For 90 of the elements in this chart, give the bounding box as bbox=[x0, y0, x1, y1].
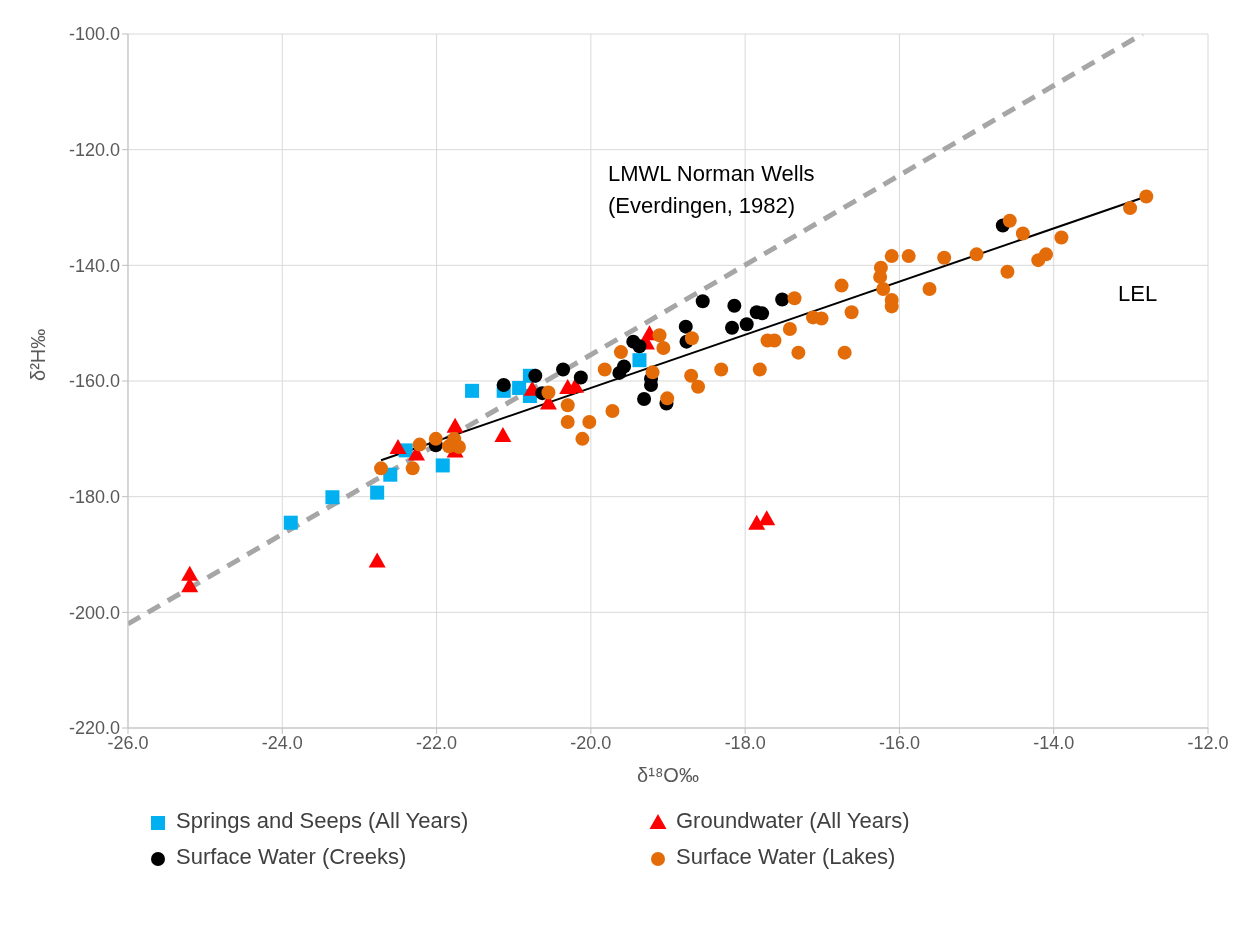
point bbox=[684, 368, 699, 383]
x-tick-label: -18.0 bbox=[724, 732, 766, 753]
x-axis-title: δ¹⁸O‰ bbox=[637, 764, 699, 786]
point bbox=[560, 415, 575, 430]
point bbox=[884, 249, 899, 264]
point bbox=[412, 437, 427, 452]
legend-label: Springs and Seeps (All Years) bbox=[175, 808, 470, 834]
point bbox=[791, 345, 806, 360]
x-tick-label: -12.0 bbox=[1187, 732, 1229, 753]
point bbox=[1123, 201, 1138, 216]
point bbox=[428, 431, 443, 446]
y-tick-label: -200.0 bbox=[68, 602, 120, 623]
point bbox=[556, 362, 571, 377]
y-tick-label: -120.0 bbox=[68, 140, 120, 161]
point bbox=[937, 250, 952, 265]
point bbox=[1054, 230, 1069, 245]
point bbox=[370, 485, 385, 500]
point bbox=[1000, 264, 1015, 279]
point bbox=[181, 565, 199, 581]
point bbox=[814, 311, 829, 326]
point bbox=[727, 298, 742, 313]
point bbox=[684, 331, 699, 346]
point bbox=[1015, 226, 1030, 241]
y-axis-title: δ²H‰ bbox=[27, 328, 50, 381]
point bbox=[725, 320, 740, 335]
point bbox=[695, 294, 710, 309]
point bbox=[752, 362, 767, 377]
point bbox=[494, 426, 512, 442]
y-tick-label: -140.0 bbox=[68, 255, 120, 276]
x-tick-label: -24.0 bbox=[261, 732, 303, 753]
point bbox=[739, 317, 754, 332]
point bbox=[660, 391, 675, 406]
legend-label: Groundwater (All Years) bbox=[675, 808, 911, 834]
point bbox=[597, 362, 612, 377]
point bbox=[645, 365, 660, 380]
point bbox=[656, 341, 671, 356]
point bbox=[632, 353, 647, 368]
point bbox=[844, 305, 859, 320]
x-tick-label: -20.0 bbox=[570, 732, 612, 753]
point bbox=[1039, 247, 1053, 262]
point bbox=[405, 461, 420, 476]
legend-label: Surface Water (Creeks) bbox=[175, 844, 408, 870]
point bbox=[837, 345, 852, 360]
point bbox=[613, 345, 628, 360]
point bbox=[374, 461, 389, 476]
point bbox=[560, 398, 575, 413]
point bbox=[873, 269, 888, 284]
x-tick-label: -22.0 bbox=[416, 732, 458, 753]
point bbox=[714, 362, 729, 377]
point bbox=[901, 249, 916, 264]
point bbox=[678, 319, 693, 334]
point bbox=[748, 514, 766, 530]
point bbox=[541, 385, 556, 400]
point bbox=[637, 391, 652, 406]
point bbox=[582, 415, 597, 430]
point bbox=[775, 292, 790, 307]
point bbox=[969, 247, 984, 262]
point bbox=[782, 321, 797, 336]
point bbox=[528, 368, 543, 383]
point bbox=[922, 282, 937, 297]
point bbox=[496, 378, 511, 393]
point bbox=[652, 328, 667, 343]
point bbox=[605, 404, 620, 419]
point bbox=[575, 431, 590, 446]
point bbox=[435, 458, 450, 473]
point bbox=[325, 490, 340, 505]
point bbox=[1002, 213, 1017, 228]
point bbox=[1139, 189, 1154, 204]
point bbox=[368, 552, 386, 568]
point bbox=[441, 439, 456, 454]
point bbox=[876, 282, 891, 297]
point bbox=[465, 383, 480, 398]
y-tick-label: -180.0 bbox=[68, 487, 120, 508]
point bbox=[758, 510, 776, 526]
x-tick-label: -14.0 bbox=[1033, 732, 1075, 753]
point bbox=[632, 339, 647, 354]
point bbox=[446, 417, 464, 433]
point bbox=[787, 291, 802, 306]
point bbox=[573, 370, 588, 385]
point bbox=[283, 515, 298, 530]
point bbox=[691, 379, 706, 394]
y-tick-label: -160.0 bbox=[68, 371, 120, 392]
annotation: LMWL Norman Wells (Everdingen, 1982) bbox=[608, 160, 815, 220]
y-tick-label: -100.0 bbox=[68, 24, 120, 45]
point bbox=[389, 439, 407, 455]
x-tick-label: -16.0 bbox=[878, 732, 920, 753]
point bbox=[612, 365, 627, 380]
annotation: LEL bbox=[1118, 280, 1158, 308]
point bbox=[834, 278, 849, 293]
legend-label: Surface Water (Lakes) bbox=[675, 844, 897, 870]
